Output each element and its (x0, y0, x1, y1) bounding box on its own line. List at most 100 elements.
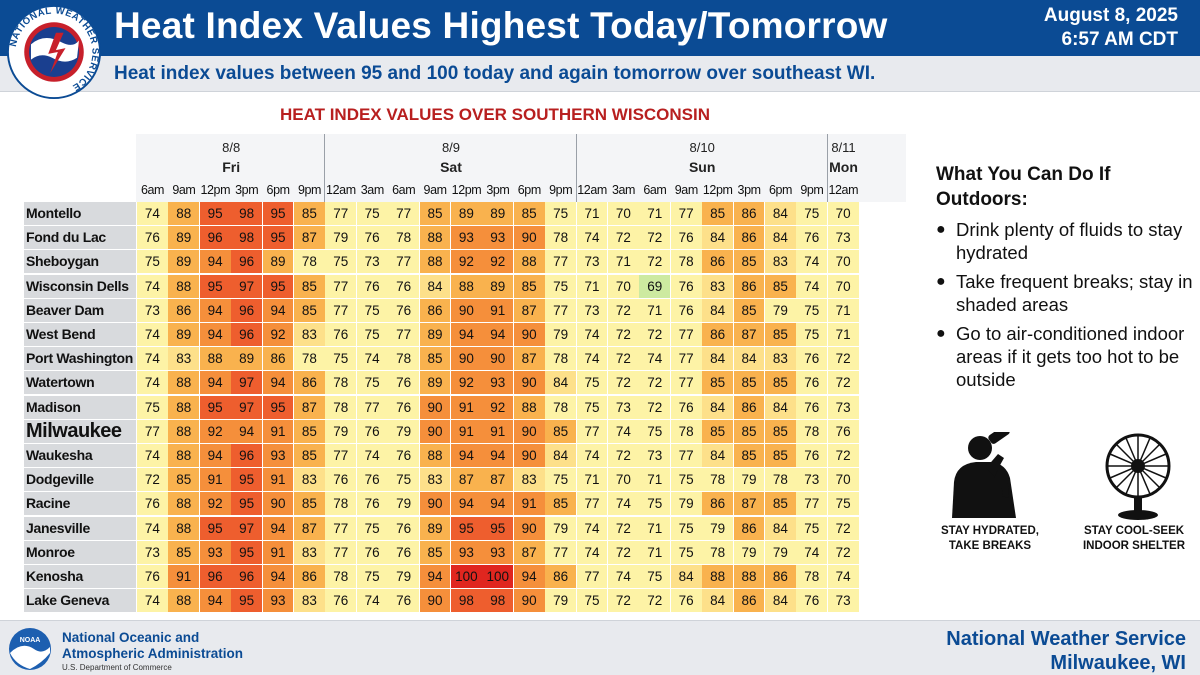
heat-index-cell: 74 (576, 323, 608, 346)
heat-index-cell: 83 (294, 323, 325, 346)
heat-index-cell: 77 (796, 492, 828, 516)
time-label: 3pm (486, 183, 510, 197)
heat-index-cell: 87 (513, 540, 545, 564)
time-label: 3am (360, 183, 385, 197)
heat-index-cell: 77 (545, 540, 576, 564)
noaa-name: National Oceanic and Atmospheric Adminis… (62, 630, 244, 661)
heat-index-cell: 78 (325, 395, 357, 419)
heat-index-cell: 92 (199, 419, 231, 443)
noaa-department: U.S. Department of Commerce (62, 663, 172, 672)
heat-index-cell: 83 (765, 347, 796, 371)
heat-index-cell: 94 (199, 250, 231, 274)
issued-date: August 8, 2025 (1043, 5, 1178, 26)
heat-index-cell: 83 (419, 468, 451, 492)
heat-index-cell: 90 (419, 492, 451, 516)
heat-index-cell: 98 (451, 589, 482, 613)
heat-index-cell: 86 (733, 589, 765, 613)
heat-index-cell: 91 (262, 419, 294, 443)
heat-index-cell: 74 (137, 444, 168, 467)
heat-index-cell: 73 (137, 540, 168, 564)
heat-index-cell: 96 (231, 444, 262, 467)
heat-index-cell: 75 (796, 202, 828, 225)
heat-index-cell: 72 (608, 540, 639, 564)
heat-index-cell: 75 (576, 395, 608, 419)
heat-index-cell: 78 (702, 468, 733, 492)
heat-index-cell: 85 (419, 347, 451, 371)
noaa-logo: NOAA (9, 628, 51, 670)
heat-index-cell: 89 (482, 202, 514, 225)
heat-index-cell: 79 (545, 323, 576, 346)
heat-index-cell: 79 (325, 226, 357, 250)
heat-index-cell: 75 (325, 250, 357, 274)
heat-index-cell: 85 (419, 540, 451, 564)
table-title: HEAT INDEX VALUES OVER SOUTHERN WISCONSI… (279, 105, 711, 124)
heat-index-cell: 78 (294, 347, 325, 371)
location-label: Wisconsin Dells (24, 274, 136, 298)
heat-index-cell: 72 (639, 589, 671, 613)
day-name-label: Sun (688, 159, 716, 175)
location-label: Montello (24, 202, 136, 225)
location-label: Milwaukee (24, 419, 136, 443)
heat-index-cell: 75 (639, 565, 671, 588)
heat-index-cell: 76 (388, 540, 419, 564)
heat-index-cell: 79 (388, 492, 419, 516)
table-header-background (136, 134, 906, 202)
heat-index-cell: 91 (451, 419, 482, 443)
heat-index-cell: 76 (356, 226, 388, 250)
heat-index-cell: 72 (608, 347, 639, 371)
heat-index-cell: 73 (796, 468, 828, 492)
heat-index-cell: 85 (765, 323, 796, 346)
heat-index-cell: 94 (482, 444, 514, 467)
heat-index-cell: 75 (670, 468, 702, 492)
heat-index-cell: 74 (576, 516, 608, 540)
heat-index-cell: 85 (765, 492, 796, 516)
heat-index-cell: 86 (702, 323, 733, 346)
heat-index-cell: 74 (639, 347, 671, 371)
heat-index-cell: 76 (137, 492, 168, 516)
heat-index-cell: 91 (262, 540, 294, 564)
heat-index-cell: 88 (168, 589, 200, 613)
heat-index-cell: 83 (168, 347, 200, 371)
heat-index-cell: 95 (231, 468, 262, 492)
heat-index-cell: 74 (796, 250, 828, 274)
heat-index-cell: 77 (388, 202, 419, 225)
heat-index-cell: 85 (733, 419, 765, 443)
heat-index-cell: 86 (702, 250, 733, 274)
heat-index-cell: 95 (262, 395, 294, 419)
heat-index-cell: 75 (827, 492, 859, 516)
heat-index-cell: 94 (482, 323, 514, 346)
heat-index-cell: 74 (137, 516, 168, 540)
heat-index-cell: 72 (827, 540, 859, 564)
time-label: 6am (140, 183, 165, 197)
heat-index-cell: 86 (765, 565, 796, 588)
heat-index-cell: 86 (262, 347, 294, 371)
day-date-label: 8/10 (689, 140, 715, 155)
day-separator (575, 134, 577, 202)
heat-index-cell: 74 (576, 347, 608, 371)
heat-index-cell: 76 (670, 589, 702, 613)
heat-index-cell: 74 (356, 444, 388, 467)
time-label: 9pm (800, 183, 824, 197)
heat-index-cell: 89 (482, 274, 514, 298)
heat-index-cell: 76 (388, 298, 419, 322)
heat-index-cell: 88 (513, 395, 545, 419)
heat-index-cell: 92 (482, 395, 514, 419)
location-label: Watertown (24, 371, 136, 395)
heat-index-cell: 83 (513, 468, 545, 492)
heat-index-cell: 83 (702, 274, 733, 298)
heat-index-cell: 94 (482, 492, 514, 516)
heat-index-cell: 77 (388, 250, 419, 274)
day-separator (826, 134, 828, 202)
heat-index-cell: 86 (702, 492, 733, 516)
panel-title: What You Can Do If Outdoors: (936, 164, 1111, 210)
heat-index-cell: 85 (702, 371, 733, 395)
day-separator (324, 134, 326, 202)
time-label: 12pm (451, 183, 482, 197)
heat-index-cell: 94 (262, 516, 294, 540)
heat-index-cell: 76 (356, 274, 388, 298)
heat-index-cell: 78 (388, 226, 419, 250)
heat-index-cell: 72 (137, 468, 168, 492)
noaa-logo-text: NOAA (20, 637, 41, 644)
heat-index-cell: 84 (702, 298, 733, 322)
heat-index-cell: 93 (482, 371, 514, 395)
